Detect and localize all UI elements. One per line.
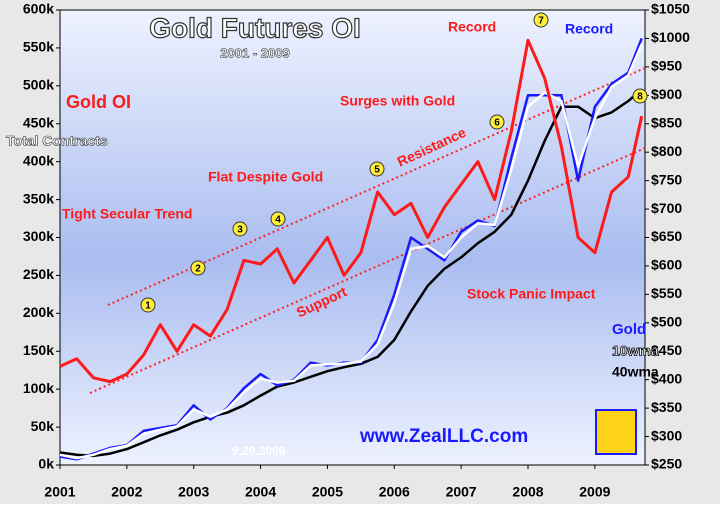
marker-circle — [489, 114, 505, 130]
annotation: Flat Despite Gold — [208, 169, 323, 185]
y2-tick-label: $350 — [651, 399, 682, 415]
marker-label: 4 — [275, 215, 281, 226]
marker-label: 7 — [538, 16, 544, 27]
y2-tick-label: $1000 — [651, 29, 690, 45]
x-tick-label: 2002 — [111, 484, 142, 500]
y-tick-label: 500k — [23, 77, 54, 93]
legend-label: Gold OI — [66, 92, 131, 112]
y2-tick-label: $250 — [651, 456, 682, 472]
x-tick-label: 2009 — [579, 484, 610, 500]
x-tick-label: 2003 — [178, 484, 209, 500]
y2-tick-label: $550 — [651, 285, 682, 301]
marker-circle — [369, 161, 385, 177]
y2-tick-label: $300 — [651, 427, 682, 443]
support-line — [89, 147, 646, 394]
marker-label: 5 — [374, 165, 380, 176]
y2-tick-label: $1050 — [651, 1, 690, 17]
annotation: Record — [448, 19, 496, 35]
y2-tick-label: $450 — [651, 342, 682, 358]
annotation: Surges with Gold — [340, 93, 455, 109]
y-tick-label: 150k — [23, 342, 54, 358]
x-tick-label: 2006 — [379, 484, 410, 500]
annotation: Total Contracts — [6, 133, 108, 149]
x-tick-label: 2005 — [312, 484, 343, 500]
y-tick-label: 300k — [23, 228, 54, 244]
x-tick-label: 2001 — [44, 484, 75, 500]
series-line — [59, 38, 644, 384]
annotation: Tight Secular Trend — [62, 206, 192, 222]
x-tick-label: 2007 — [446, 484, 477, 500]
y-tick-label: 200k — [23, 304, 54, 320]
marker-circle — [632, 88, 648, 104]
series-line — [59, 88, 643, 458]
marker-circle — [190, 260, 206, 276]
y2-tick-label: $800 — [651, 143, 682, 159]
marker-label: 1 — [145, 301, 151, 312]
y2-tick-label: $750 — [651, 171, 682, 187]
marker-label: 2 — [195, 264, 201, 275]
y2-tick-label: $700 — [651, 200, 682, 216]
chart-title: Gold Futures OI — [149, 12, 361, 43]
logo — [595, 409, 637, 455]
marker-circle — [232, 221, 248, 237]
marker-label: 8 — [637, 92, 643, 103]
chart-subtitle: 2001 - 2009 — [220, 45, 289, 60]
y-tick-label: 50k — [31, 418, 55, 434]
annotation: Stock Panic Impact — [467, 286, 596, 302]
y2-tick-label: $850 — [651, 114, 682, 130]
x-tick-label: 2004 — [245, 484, 276, 500]
y2-tick-label: $400 — [651, 370, 682, 386]
legend-label: Gold — [612, 321, 646, 338]
y2-tick-label: $600 — [651, 257, 682, 273]
y-tick-label: 450k — [23, 114, 54, 130]
plot-layer: 0k 50k 100k 150k 200k 250k 300k 350k 400k 450k 500… — [6, 1, 690, 500]
legend-label: 40wma — [612, 364, 659, 380]
plot-area — [59, 9, 646, 466]
annotation: www.ZealLLC.com — [359, 426, 528, 447]
marker-label: 3 — [237, 225, 243, 236]
y-tick-label: 100k — [23, 380, 54, 396]
y2-tick-label: $900 — [651, 86, 682, 102]
y-tick-label: 250k — [23, 266, 54, 282]
y-tick-label: 350k — [23, 190, 54, 206]
x-tick-label: 2008 — [512, 484, 543, 500]
y-tick-label: 600k — [23, 1, 54, 17]
y-tick-label: 400k — [23, 152, 54, 168]
annotation: Record — [565, 21, 613, 37]
marker-label: 6 — [494, 118, 500, 129]
y2-tick-label: $500 — [651, 314, 682, 330]
y2-tick-label: $950 — [651, 58, 682, 74]
marker-circle — [270, 211, 286, 227]
y-tick-label: 0k — [38, 456, 54, 472]
marker-circle — [140, 297, 156, 313]
annotation: 9.29.2009 — [232, 444, 286, 458]
legend-label: 10wma — [612, 343, 659, 359]
y-tick-label: 550k — [23, 39, 54, 55]
marker-circle — [533, 12, 549, 28]
y2-tick-label: $650 — [651, 228, 682, 244]
